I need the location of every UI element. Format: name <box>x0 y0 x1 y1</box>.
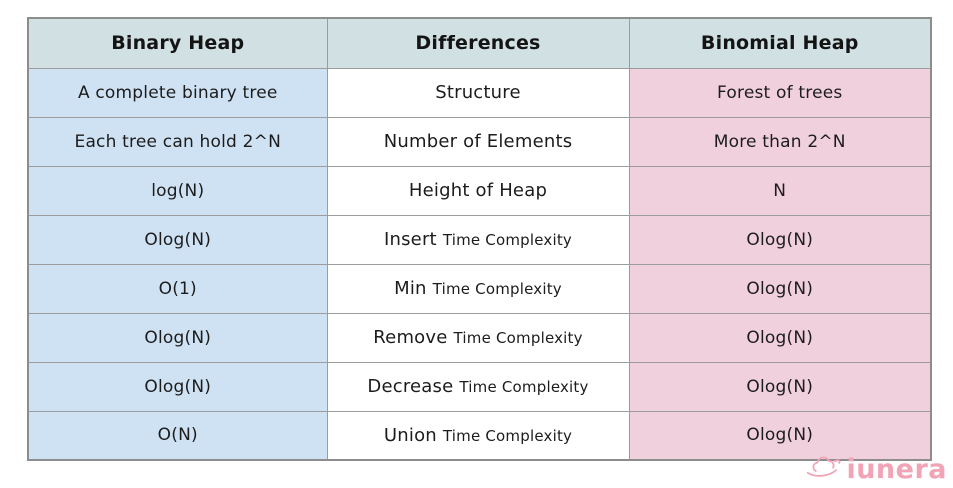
table-row: log(N) Height of Heap N <box>27 165 932 216</box>
binomial-heap-cell: More than 2^N <box>628 116 932 167</box>
binomial-heap-cell: Olog(N) <box>628 214 932 265</box>
table-row: O(1) Min Time Complexity Olog(N) <box>27 263 932 314</box>
header-binomial-heap: Binomial Heap <box>628 17 932 69</box>
binary-heap-cell: A complete binary tree <box>27 67 328 118</box>
difference-main: Number of Elements <box>383 131 573 152</box>
binary-heap-cell: O(N) <box>27 410 328 461</box>
table-header-row: Binary Heap Differences Binomial Heap <box>27 17 932 69</box>
difference-main: Height of Heap <box>408 180 548 201</box>
difference-cell: Min Time Complexity <box>326 263 630 314</box>
difference-main: Remove <box>373 327 448 348</box>
heap-comparison-table: Binary Heap Differences Binomial Heap A … <box>27 17 932 461</box>
difference-main: Structure <box>435 82 521 103</box>
difference-cell: Structure <box>326 67 630 118</box>
difference-cell: Number of Elements <box>326 116 630 167</box>
table-row: Each tree can hold 2^N Number of Element… <box>27 116 932 167</box>
binomial-heap-cell: Olog(N) <box>628 263 932 314</box>
table-row: A complete binary tree Structure Forest … <box>27 67 932 118</box>
binary-heap-cell: Each tree can hold 2^N <box>27 116 328 167</box>
difference-cell: Decrease Time Complexity <box>326 361 630 412</box>
binomial-heap-cell: Olog(N) <box>628 410 932 461</box>
binary-heap-cell: Olog(N) <box>27 312 328 363</box>
binary-heap-cell: Olog(N) <box>27 361 328 412</box>
difference-suffix: Time Complexity <box>442 426 573 445</box>
cloud-swirl-icon <box>805 454 841 484</box>
iunera-logo: iunera <box>805 454 947 484</box>
logo-wordmark: iunera <box>846 453 947 485</box>
difference-suffix: Time Complexity <box>459 378 589 396</box>
binary-heap-cell: O(1) <box>27 263 328 314</box>
binary-heap-cell: Olog(N) <box>27 214 328 265</box>
difference-suffix: Time Complexity <box>432 280 562 298</box>
binomial-heap-cell: Olog(N) <box>628 312 932 363</box>
table-row: O(N) Union Time Complexity Olog(N) <box>27 410 932 461</box>
binomial-heap-cell: Forest of trees <box>628 67 932 118</box>
header-binary-heap: Binary Heap <box>27 17 328 69</box>
difference-cell: Insert Time Complexity <box>326 214 630 265</box>
difference-suffix: Time Complexity <box>442 231 573 249</box>
difference-main: Min <box>394 278 427 299</box>
difference-main: Union <box>383 424 437 446</box>
difference-cell: Height of Heap <box>326 165 630 216</box>
table-row: Olog(N) Remove Time Complexity Olog(N) <box>27 312 932 363</box>
header-differences: Differences <box>326 17 630 69</box>
binomial-heap-cell: Olog(N) <box>628 361 932 412</box>
difference-main: Decrease <box>367 376 454 397</box>
difference-suffix: Time Complexity <box>453 329 583 347</box>
difference-cell: Remove Time Complexity <box>326 312 630 363</box>
table-row: Olog(N) Decrease Time Complexity Olog(N) <box>27 361 932 412</box>
binary-heap-cell: log(N) <box>27 165 328 216</box>
difference-cell: Union Time Complexity <box>326 410 630 461</box>
table-row: Olog(N) Insert Time Complexity Olog(N) <box>27 214 932 265</box>
difference-main: Insert <box>383 229 437 250</box>
binomial-heap-cell: N <box>628 165 932 216</box>
